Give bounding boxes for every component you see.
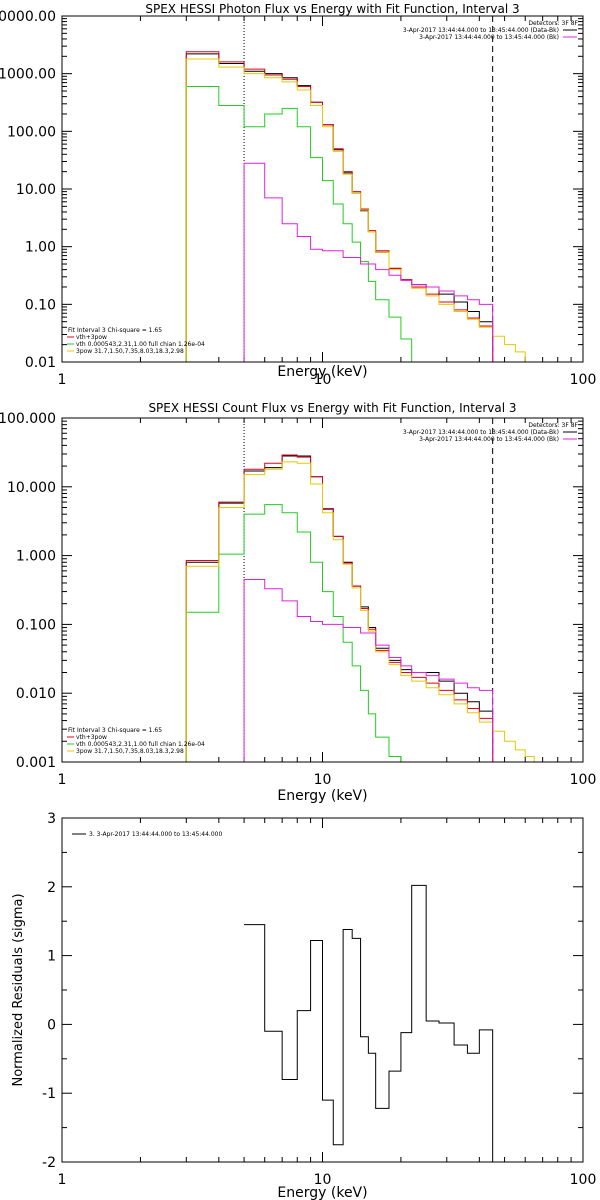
legend-bottom-left-text: vth+3pow <box>76 334 107 341</box>
y-tick-label: 1000.00 <box>0 67 56 83</box>
legend-bottom-left-text: Fit Interval 3 Chi-square = 1.65 <box>68 327 162 334</box>
x-tick-label: 10 <box>314 772 332 788</box>
series-3-3-apr-2017-13-44-44-000-to-13-45-44-000 <box>244 884 494 1162</box>
y-tick-label: 0 <box>47 1017 56 1033</box>
legend-top-right-text: 3-Apr-2017 13:44:44.000 to 13:45:44.000 … <box>403 429 559 436</box>
legend-top-right-text: 3-Apr-2017 13:44:44.000 to 13:45:44.000 … <box>403 27 559 34</box>
series-vth-3pow <box>185 51 494 362</box>
series-bk <box>243 578 494 762</box>
y-tick-label: 3 <box>47 811 56 827</box>
y-tick-label: 10.000 <box>7 480 56 496</box>
plot-frame <box>61 15 584 363</box>
y-tick-label: -2 <box>42 1155 56 1171</box>
x-tick-label: 100 <box>570 372 597 388</box>
legend-bottom-left-text: 3pow 31.7,1.50,7.35,8.03,18.3,2.98 <box>76 348 184 355</box>
x-tick-label: 1 <box>58 1172 67 1188</box>
x-tick-label: 100 <box>570 1172 597 1188</box>
y-tick-label: -1 <box>42 1086 56 1102</box>
y-tick-label: 100.00 <box>7 124 56 140</box>
y-tick-label: 0.010 <box>16 686 56 702</box>
y-tick-label: 2 <box>47 880 56 896</box>
chart-title: SPEX HESSI Count Flux vs Energy with Fit… <box>148 401 516 415</box>
chart-panel-3: 1 10 100 -2 -1 0 1 2 3 Energy (keV) Normalized Res… <box>11 811 596 1200</box>
plot-frame <box>61 817 584 1163</box>
chart-panel-1: SPEX HESSI Photon Flux vs Energy with Fi… <box>0 2 596 388</box>
series-data-bk <box>185 53 494 362</box>
y-tick-label: 100.000 <box>0 411 56 427</box>
x-tick-label: 10 <box>314 372 332 388</box>
y-tick-label: 0.01 <box>25 355 56 371</box>
y-tick-label: 1.00 <box>25 240 56 256</box>
y-tick-label: 0.10 <box>25 297 56 313</box>
legend-top-right-text: Detectors: 3F 8F <box>528 20 578 27</box>
x-tick-label: 10 <box>314 1172 332 1188</box>
y-axis-label: Normalized Residuals (sigma) <box>11 893 26 1086</box>
legend-top-right-text: Detectors: 3F 8F <box>528 422 578 429</box>
plot-frame <box>61 417 584 763</box>
y-tick-label: 10.00 <box>16 182 56 198</box>
series-bk <box>243 162 494 362</box>
legend-top-left-text: 3. 3-Apr-2017 13:44:44.000 to 13:45:44.0… <box>89 831 222 838</box>
x-axis-label: Energy (keV) <box>277 364 367 380</box>
x-tick-label: 1 <box>58 372 67 388</box>
legend-top-right-text: 3-Apr-2017 13:44:44.000 to 13:45:44.000 … <box>419 436 559 443</box>
legend-top-right-text: 3-Apr-2017 13:44:44.000 to 13:45:44.000 … <box>419 34 559 41</box>
legend-bottom-left-text: Fit Interval 3 Chi-square = 1.65 <box>68 727 162 734</box>
series-3pow <box>185 58 526 362</box>
chart-panel-2: SPEX HESSI Count Flux vs Energy with Fit… <box>0 401 596 804</box>
y-tick-label: 0.001 <box>16 755 56 771</box>
data-series-group <box>244 884 494 1162</box>
series-vth-3pow <box>185 454 494 762</box>
data-series-group <box>185 454 544 762</box>
series-vth <box>185 85 427 362</box>
x-axis-label: Energy (keV) <box>277 1185 367 1200</box>
x-tick-label: 1 <box>58 772 67 788</box>
y-tick-label: 1.000 <box>16 549 56 565</box>
y-tick-label: 0000.00 <box>0 9 56 25</box>
legend-bottom-left-text: vth 0.000543,2.31,1.00 full chian 1.26e-… <box>76 341 205 348</box>
x-tick-label: 100 <box>570 772 597 788</box>
x-axis-label: Energy (keV) <box>277 788 367 804</box>
y-tick-label: 1 <box>47 949 56 965</box>
legend-bottom-left-text: vth+3pow <box>76 734 107 741</box>
chart-title: SPEX HESSI Photon Flux vs Energy with Fi… <box>145 2 519 16</box>
legend-bottom-left-text: vth 0.000543,2.31,1.00 full chian 1.26e-… <box>76 741 205 748</box>
data-series-group <box>185 51 526 362</box>
series-vth <box>185 504 413 762</box>
legend-bottom-left-text: 3pow 31.7,1.50,7.35,8.03,18.3,2.98 <box>76 748 184 755</box>
series-3pow <box>185 461 544 762</box>
y-tick-label: 0.100 <box>16 617 56 633</box>
